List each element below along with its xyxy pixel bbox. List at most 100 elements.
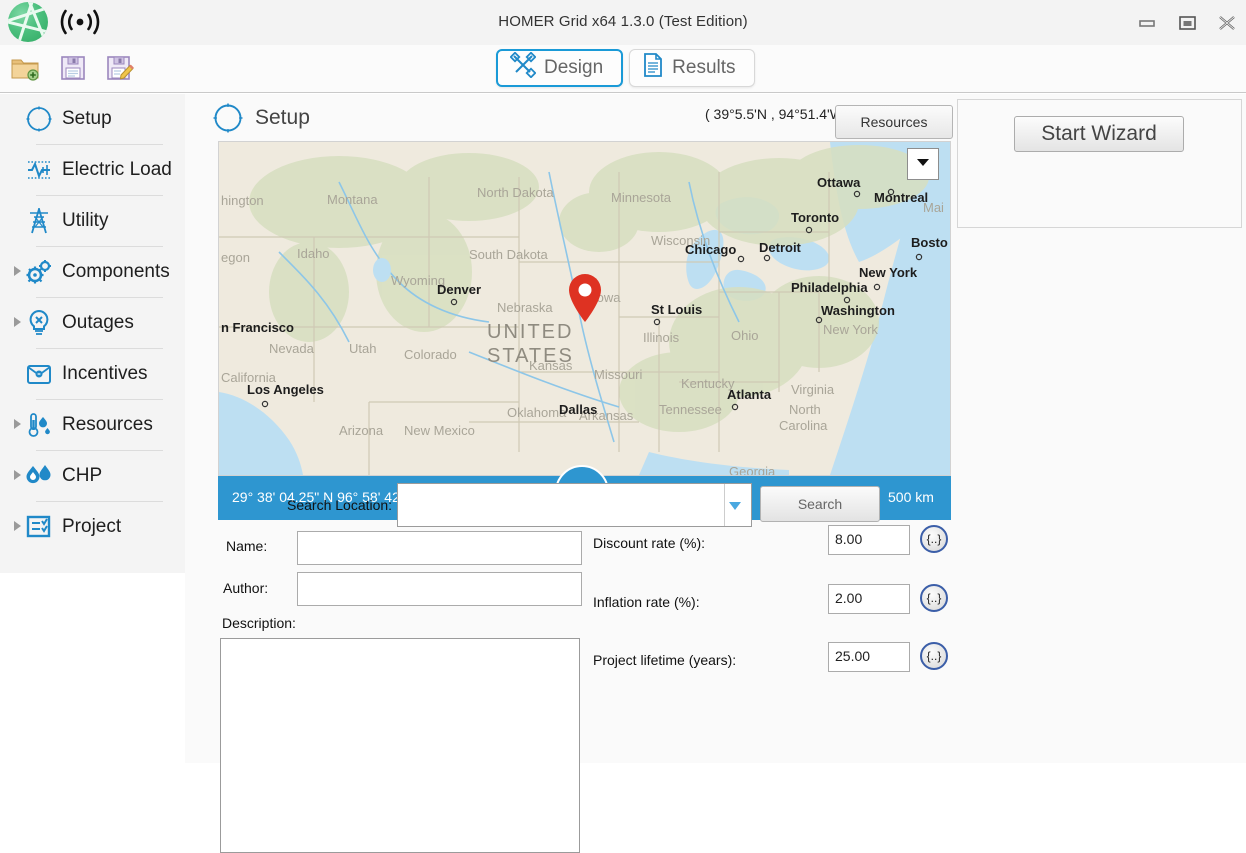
start-wizard-button[interactable]: Start Wizard (1014, 116, 1184, 152)
svg-text:UNITED: UNITED (487, 321, 573, 343)
svg-text:North Dakota: North Dakota (477, 185, 554, 200)
svg-text:Toronto: Toronto (791, 210, 839, 225)
project-lifetime-input[interactable]: 25.00 (828, 642, 910, 672)
panel-header: Setup (211, 97, 951, 139)
author-input[interactable] (297, 572, 582, 606)
svg-text:Nebraska: Nebraska (497, 300, 553, 315)
expand-triangle-icon[interactable] (14, 266, 21, 276)
expand-triangle-icon[interactable] (14, 521, 21, 531)
search-location-input[interactable] (397, 483, 752, 527)
sidebar-item-utility[interactable]: Utility (0, 196, 185, 246)
svg-text:egon: egon (221, 250, 250, 265)
svg-text:Virginia: Virginia (791, 382, 835, 397)
save-disk-icon[interactable] (56, 51, 90, 85)
thermometer-droplet-icon (24, 410, 54, 440)
title-bar: HOMER Grid x64 1.3.0 (Test Edition) (0, 0, 1246, 45)
svg-text:Ohio: Ohio (731, 328, 758, 343)
svg-text:Montreal: Montreal (874, 190, 928, 205)
sidebar-item-setup[interactable]: Setup (0, 94, 185, 144)
location-coordinates: ( 39°5.5'N , 94°51.4'W ) (705, 106, 852, 122)
map-cursor-coordinates: 29° 38' 04.25" N 96° 58' 42.66" W (232, 489, 442, 505)
open-folder-icon[interactable] (8, 51, 42, 85)
globe-logo-icon (8, 2, 48, 42)
svg-text:STATES: STATES (487, 345, 574, 367)
svg-text:Denver: Denver (437, 282, 481, 297)
search-button[interactable]: Search (760, 486, 880, 522)
inflation-rate-sensitivity-button[interactable]: {..} (920, 584, 948, 612)
sidebar-item-electric-load[interactable]: Electric Load (0, 145, 185, 195)
close-button[interactable] (1214, 12, 1240, 34)
svg-text:New York: New York (823, 322, 878, 337)
wireless-signal-icon (56, 6, 104, 38)
save-as-disk-icon[interactable] (104, 51, 138, 85)
bulb-outage-icon (24, 308, 54, 338)
chp-flame-icon (24, 461, 54, 491)
svg-text:Kansas: Kansas (529, 358, 573, 373)
svg-text:Missouri: Missouri (594, 367, 643, 382)
svg-text:Wisconsin: Wisconsin (651, 233, 710, 248)
svg-text:Illinois: Illinois (643, 330, 680, 345)
load-waveform-icon (24, 155, 54, 185)
svg-text:Carolina: Carolina (779, 418, 828, 433)
sidebar-divider (36, 144, 163, 145)
sidebar-item-label: Components (62, 261, 170, 282)
restore-button[interactable] (1174, 12, 1200, 34)
window-controls (1134, 12, 1240, 34)
svg-text:North: North (789, 402, 821, 417)
sidebar-divider (36, 348, 163, 349)
name-input[interactable] (297, 531, 582, 565)
map-canvas: hington Montana North Dakota Minnesota e… (219, 142, 950, 475)
svg-text:Georgia: Georgia (729, 464, 776, 475)
map-scale-label: 500 km (888, 489, 934, 505)
svg-text:Wyoming: Wyoming (391, 273, 445, 288)
sidebar-item-components[interactable]: Components (0, 247, 185, 297)
expand-triangle-icon[interactable] (14, 419, 21, 429)
svg-text:Montana: Montana (327, 192, 378, 207)
sidebar-item-label: Utility (62, 210, 109, 231)
minimize-button[interactable] (1134, 12, 1160, 34)
resources-button[interactable]: Resources (835, 105, 953, 139)
discount-rate-input[interactable]: 8.00 (828, 525, 910, 555)
wizard-panel: Start Wizard (957, 99, 1242, 228)
description-textarea[interactable] (220, 638, 580, 853)
window-title: HOMER Grid x64 1.3.0 (Test Edition) (498, 13, 748, 30)
sidebar-item-chp[interactable]: CHP (0, 451, 185, 501)
tab-results[interactable]: Results (629, 49, 755, 87)
svg-text:Tennessee: Tennessee (659, 402, 722, 417)
sidebar-item-project[interactable]: Project (0, 502, 185, 552)
file-tool-group (8, 51, 138, 85)
mode-tab-group: Design Results (496, 49, 755, 87)
inflation-rate-input[interactable]: 2.00 (828, 584, 910, 614)
sidebar-divider (36, 246, 163, 247)
map-layer-dropdown[interactable] (907, 148, 939, 180)
sidebar-divider (36, 501, 163, 502)
discount-rate-sensitivity-button[interactable]: {..} (920, 525, 948, 553)
sidebar-item-incentives[interactable]: Incentives (0, 349, 185, 399)
svg-text:Ottawa: Ottawa (817, 175, 861, 190)
project-checklist-icon (24, 512, 54, 542)
search-location-label: Search Location: (287, 497, 393, 513)
location-map[interactable]: hington Montana North Dakota Minnesota e… (218, 141, 951, 476)
svg-text:Arizona: Arizona (339, 423, 384, 438)
svg-text:Colorado: Colorado (404, 347, 457, 362)
expand-triangle-icon[interactable] (14, 470, 21, 480)
chevron-down-icon[interactable] (729, 502, 741, 510)
design-tools-icon (509, 51, 537, 84)
sidebar-divider (36, 399, 163, 400)
expand-triangle-icon[interactable] (14, 317, 21, 327)
svg-text:Bosto: Bosto (911, 235, 948, 250)
sidebar-item-resources[interactable]: Resources (0, 400, 185, 450)
tab-design-label: Design (544, 57, 604, 78)
svg-text:Chicago: Chicago (685, 242, 736, 257)
sidebar-item-outages[interactable]: Outages (0, 298, 185, 348)
sidebar-item-label: Setup (62, 108, 112, 129)
results-document-icon (642, 52, 664, 84)
sidebar-item-label: Electric Load (62, 159, 172, 180)
description-label: Description: (222, 615, 296, 631)
main-content-area: Setup ( 39°5.5'N , 94°51.4'W ) Resources (185, 94, 1246, 853)
tab-design[interactable]: Design (496, 49, 624, 87)
compass-icon (211, 101, 245, 135)
project-lifetime-sensitivity-button[interactable]: {..} (920, 642, 948, 670)
main-toolbar: Design Results (0, 45, 1246, 140)
navigation-sidebar: Setup Electric Load Utility (0, 94, 185, 573)
